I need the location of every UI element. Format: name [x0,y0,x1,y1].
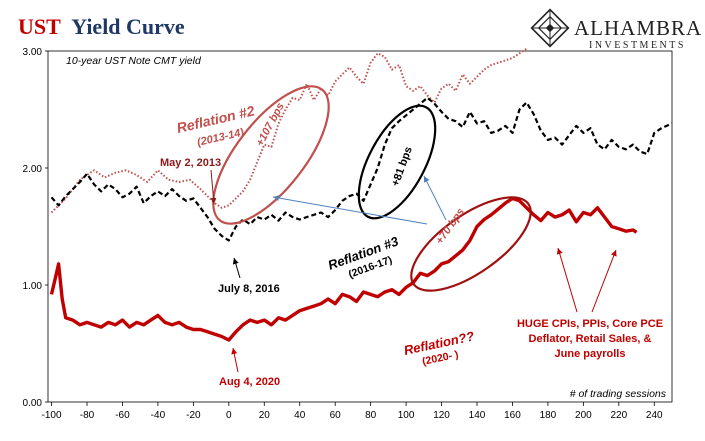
alhambra-logo: ALHAMBRA INVESTMENTS [530,8,702,51]
july-2016-label: July 8, 2016 [218,283,280,295]
x-tick-label: 80 [365,410,377,421]
x-tick-label: 0 [226,410,232,421]
chart-subtitle: 10-year UST Note CMT yield [66,55,202,67]
reflation2-bps: +107 bps [254,101,287,148]
reflation3-ellipse [357,104,437,220]
series-layer [49,47,673,342]
x-tick-label: -100 [42,410,62,421]
x-tick-label: -20 [186,410,201,421]
diamond-logo-icon [530,8,570,48]
x-tick-label: -60 [115,410,130,421]
x-axis-ticks: -100 -80 -60 -40 -20 0 20 40 60 80 100 120 140 160 180… [42,402,663,421]
arrow-aug-2020 [231,347,239,373]
x-tick-label: 60 [330,410,342,421]
x-tick-label: 220 [610,410,627,421]
blue-arrow-to-2016 [423,175,447,221]
logo-name: ALHAMBRA [574,16,702,40]
reflation2020-bps: +70 bps [434,206,468,247]
may-2013-label: May 2, 2013 [160,157,221,169]
y-tick-label: 3.00 [23,47,43,58]
huge-label-line2: Deflator, Retail Sales, & [529,333,652,345]
reflation3-bps: +81 bps [390,145,415,188]
x-tick-label: 120 [433,410,450,421]
x-tick-label: 40 [294,410,306,421]
arrow-july-2016 [232,257,241,279]
reflation2020-ellipse [410,196,532,292]
title-part1: UST [18,14,61,39]
y-tick-label: 0.00 [23,398,43,409]
logo-subtitle: INVESTMENTS [589,40,686,51]
arrow-huge-left [556,247,578,313]
y-tick-label: 2.00 [23,164,43,175]
aug-2020-label: Aug 4, 2020 [219,376,280,388]
y-axis-ticks: 0.00 1.00 2.00 3.00 [23,47,48,409]
x-tick-label: 20 [259,410,271,421]
huge-label-line1: HUGE CPIs, PPIs, Core PCE [517,318,663,330]
reflation2020-series-line [49,196,638,342]
arrow-may-2013 [210,169,217,205]
y-tick-label: 1.00 [23,281,43,292]
x-tick-label: 140 [469,410,486,421]
blue-arrow-to-2013 [272,195,428,225]
arrow-huge-right [591,249,617,313]
x-axis-label: # of trading sessions [570,388,667,400]
x-tick-label: 200 [575,410,592,421]
x-tick-label: -80 [80,410,95,421]
x-tick-label: 180 [540,410,557,421]
x-tick-label: 160 [504,410,521,421]
reflation2-title: Reflation #2 [175,102,256,135]
reflation2-series-line [50,47,528,214]
huge-label-line3: June payrolls [555,348,626,360]
reflation3-series-line [50,96,673,242]
x-tick-label: -40 [151,410,166,421]
reflation2-ellipse [212,85,330,225]
x-tick-label: 100 [398,410,415,421]
plot-frame [47,50,673,403]
x-tick-label: 240 [646,410,663,421]
title-part2: Yield Curve [71,14,185,39]
chart-title: UST Yield Curve [18,14,185,39]
